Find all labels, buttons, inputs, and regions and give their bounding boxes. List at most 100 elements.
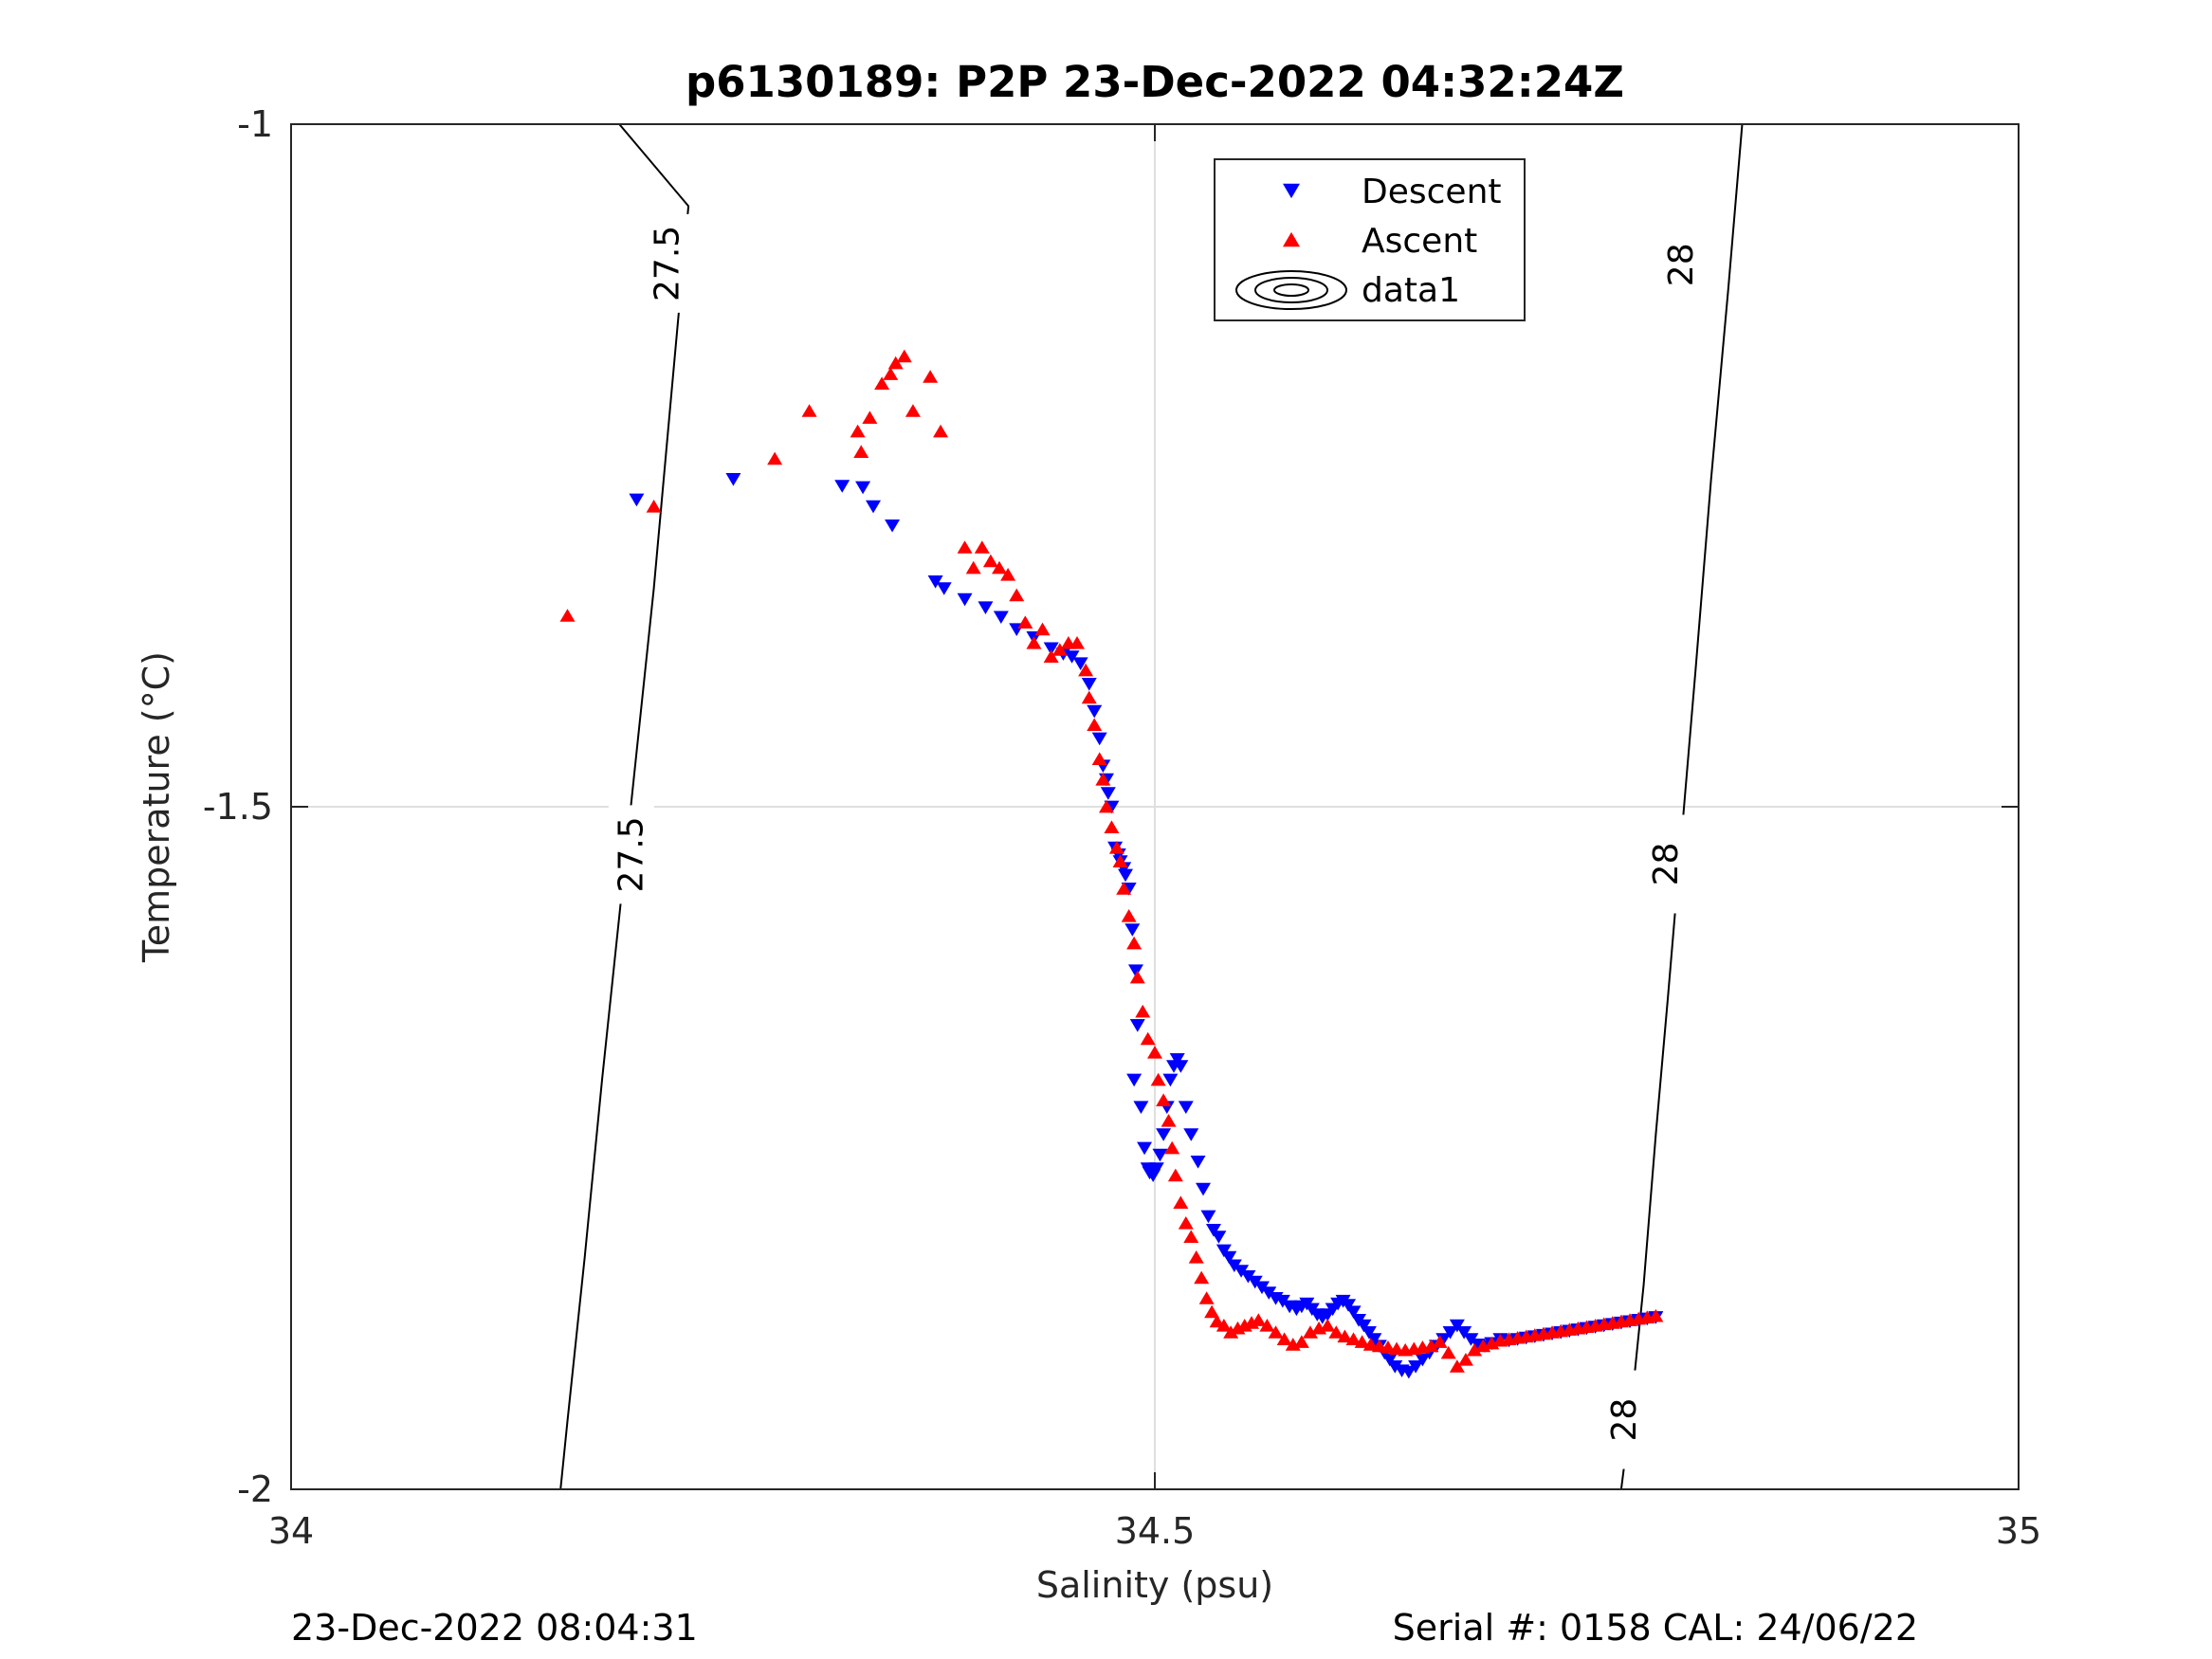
contour-label-background — [1601, 1370, 1648, 1469]
descent-point — [1361, 1326, 1377, 1340]
ascent-point — [1098, 799, 1114, 813]
descent-point — [1127, 964, 1143, 977]
ascent-point — [1156, 1093, 1172, 1106]
descent-point — [1356, 1319, 1372, 1333]
ascent-point — [1161, 1114, 1177, 1127]
ascent-point — [1095, 773, 1111, 786]
descent-point — [1200, 1210, 1216, 1224]
descent-point — [1173, 1060, 1189, 1073]
ascent-point — [559, 609, 576, 622]
ascent-point — [1467, 1342, 1483, 1357]
x-axis-label: Salinity (psu) — [1036, 1564, 1273, 1606]
ascent-point — [862, 410, 878, 424]
axis-ticks — [290, 123, 2020, 1490]
legend-box — [1214, 158, 1526, 321]
descent-point — [1137, 1141, 1153, 1156]
contour-label: 28 — [1662, 243, 1701, 286]
descent-point — [1162, 1073, 1179, 1087]
ascent-point — [1251, 1313, 1267, 1326]
ascent-point — [1112, 854, 1128, 867]
descent-point — [834, 480, 850, 493]
ascent-point — [1354, 1335, 1370, 1348]
ascent-point — [1173, 1195, 1189, 1209]
descent-point — [1087, 704, 1103, 719]
legend-label-data1: data1 — [1362, 271, 1460, 310]
legend-contour-middle — [1254, 277, 1328, 303]
descent-point — [927, 575, 943, 589]
ascent-point — [1178, 1216, 1194, 1230]
contour-label: 27.5 — [649, 226, 687, 301]
contour-label: 27.5 — [612, 816, 650, 892]
ascent-point — [1116, 882, 1132, 895]
ascent-point — [767, 451, 783, 465]
descent-point — [1072, 657, 1088, 670]
descent-point — [855, 481, 871, 495]
descent-point — [1081, 678, 1097, 691]
ascent-point — [1440, 1345, 1456, 1359]
ascent-point — [1140, 1031, 1156, 1046]
ascent-point — [1449, 1359, 1465, 1373]
ascent-point — [1188, 1250, 1204, 1264]
y-tick-label: -2 — [237, 1468, 273, 1510]
ascent-point — [1121, 909, 1137, 922]
descent-point — [1449, 1319, 1465, 1333]
ascent-point — [1043, 649, 1059, 663]
ascent-point — [1091, 752, 1107, 765]
descent-point — [1126, 1073, 1143, 1087]
ascent-point — [896, 349, 912, 363]
ascent-point — [1051, 643, 1068, 656]
ascent-point — [1328, 1325, 1344, 1339]
ascent-point — [1087, 718, 1103, 731]
descent-point — [1442, 1326, 1458, 1340]
density-contours: 27.5 27.5 28 28 28 — [559, 123, 1744, 1490]
ascent-point — [1648, 1308, 1664, 1322]
descent-point — [1129, 1019, 1145, 1032]
ascent-point — [850, 424, 866, 438]
descent-point — [1387, 1360, 1403, 1374]
ascent-point — [1183, 1230, 1199, 1243]
descent-point — [1064, 650, 1080, 664]
ascent-point — [883, 367, 899, 380]
ascent-point — [992, 560, 1008, 574]
legend-marker-ascent — [1283, 231, 1300, 247]
ascent-point — [1017, 615, 1033, 629]
ascent-point — [1432, 1335, 1448, 1348]
descent-point — [1221, 1250, 1237, 1265]
descent-point — [1118, 868, 1134, 883]
ascent-point — [1223, 1325, 1239, 1339]
descent-point — [1366, 1333, 1382, 1346]
ascent-point — [1293, 1335, 1309, 1348]
ascent-point — [923, 370, 939, 383]
descent-point — [885, 519, 901, 533]
ascent-point — [982, 554, 998, 568]
ascent-point — [1259, 1319, 1275, 1332]
descent-point — [978, 601, 994, 614]
ascent-point — [1167, 1168, 1183, 1182]
contour-label: 28 — [1605, 1398, 1644, 1442]
ascent-point — [1320, 1319, 1336, 1332]
ascent-point — [1147, 1046, 1162, 1059]
ascent-point — [853, 445, 869, 458]
plot-area: 27.5 27.5 28 28 28 — [290, 123, 2020, 1490]
ascent-point — [646, 500, 662, 513]
ascent-point — [1337, 1329, 1353, 1343]
contour-label-background — [608, 805, 654, 904]
descent-point — [1415, 1353, 1431, 1367]
ascent-point — [1069, 636, 1086, 649]
ascent-point — [1345, 1332, 1362, 1345]
descent-point — [1124, 923, 1141, 937]
contour-label-background — [1643, 814, 1690, 914]
descent-point — [1205, 1224, 1221, 1237]
descent-point — [1152, 1148, 1168, 1162]
ascent-point — [1150, 1072, 1166, 1086]
descent-point — [1216, 1244, 1232, 1258]
legend-contour-outer — [1235, 270, 1347, 310]
contour-label: 28 — [1647, 843, 1686, 886]
legend-contour-inner — [1273, 283, 1309, 297]
descent-point — [1190, 1156, 1206, 1169]
descent-point — [1156, 1128, 1172, 1141]
descent-point — [1400, 1365, 1417, 1379]
descent-point — [1408, 1360, 1424, 1374]
ascent-point — [933, 424, 949, 438]
descent-point — [1211, 1231, 1227, 1244]
